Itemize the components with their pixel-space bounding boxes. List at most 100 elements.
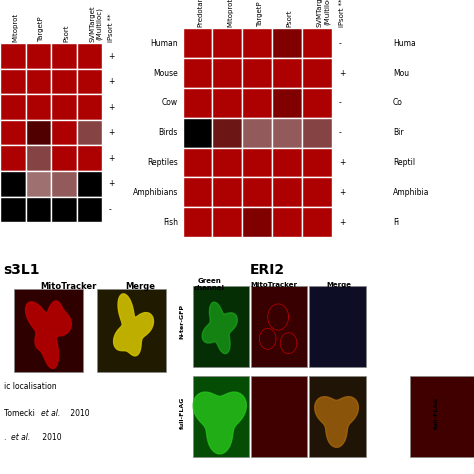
Bar — [251, 376, 307, 456]
Text: Cow: Cow — [162, 99, 178, 108]
Text: Merge: Merge — [126, 282, 155, 291]
Bar — [0, 44, 26, 69]
Bar — [77, 120, 102, 146]
Bar — [26, 44, 51, 69]
Bar — [51, 120, 77, 146]
Text: Mitoprot: Mitoprot — [13, 13, 19, 42]
Text: +: + — [339, 69, 346, 78]
Text: SVMTarget
(Multiloc): SVMTarget (Multiloc) — [317, 0, 330, 27]
Bar — [272, 118, 302, 147]
Text: et al.: et al. — [41, 409, 61, 418]
Bar — [302, 207, 331, 237]
Text: Mou: Mou — [393, 69, 409, 78]
Text: +: + — [339, 218, 346, 227]
Bar — [51, 69, 77, 94]
Bar — [302, 88, 331, 118]
Bar — [242, 88, 272, 118]
Bar — [26, 120, 51, 146]
Bar — [182, 88, 212, 118]
Bar — [0, 69, 26, 94]
Text: ERI2: ERI2 — [250, 263, 285, 276]
Text: +: + — [339, 188, 346, 197]
Text: Fi: Fi — [393, 218, 399, 227]
Bar — [182, 177, 212, 207]
Text: iPsort **: iPsort ** — [109, 14, 115, 42]
Polygon shape — [315, 397, 358, 447]
Text: Amphibians: Amphibians — [133, 188, 178, 197]
Text: 2010: 2010 — [68, 409, 90, 418]
Bar — [302, 147, 331, 177]
Text: +: + — [109, 128, 115, 137]
Text: MitoTracker: MitoTracker — [250, 282, 298, 288]
Text: iPsort **: iPsort ** — [339, 0, 345, 27]
Text: Birds: Birds — [159, 128, 178, 137]
Bar — [212, 118, 242, 147]
Bar — [51, 171, 77, 197]
Text: ic localisation: ic localisation — [4, 383, 56, 392]
Text: s3L1: s3L1 — [4, 263, 40, 276]
Bar — [302, 118, 331, 147]
Text: TargetP: TargetP — [38, 17, 44, 42]
Bar — [182, 58, 212, 88]
Bar — [212, 147, 242, 177]
Text: Amphibia: Amphibia — [393, 188, 429, 197]
Bar — [51, 94, 77, 120]
Polygon shape — [26, 301, 72, 368]
Bar — [212, 177, 242, 207]
Bar — [272, 147, 302, 177]
Text: Mitoprot: Mitoprot — [227, 0, 233, 27]
Text: Predotar: Predotar — [198, 0, 203, 27]
Bar — [51, 44, 77, 69]
Bar — [251, 286, 307, 367]
Bar — [272, 207, 302, 237]
Text: Fish: Fish — [163, 218, 178, 227]
Bar — [26, 171, 51, 197]
Text: +: + — [109, 77, 115, 86]
Bar — [302, 177, 331, 207]
Text: SVMTarget
(Multiloc): SVMTarget (Multiloc) — [89, 6, 103, 42]
Bar — [242, 58, 272, 88]
Text: -: - — [339, 99, 342, 108]
Bar — [182, 28, 212, 58]
Bar — [192, 286, 249, 367]
Bar — [182, 147, 212, 177]
Bar — [26, 94, 51, 120]
Polygon shape — [114, 294, 154, 356]
Text: .: . — [4, 433, 9, 442]
Text: Bir: Bir — [393, 128, 403, 137]
Bar — [77, 94, 102, 120]
Bar — [77, 171, 102, 197]
Bar — [192, 376, 249, 456]
Bar — [410, 376, 474, 456]
Text: +: + — [339, 158, 346, 167]
Text: Psort: Psort — [287, 9, 293, 27]
Bar — [77, 44, 102, 69]
Bar — [272, 28, 302, 58]
Bar — [272, 88, 302, 118]
Text: -: - — [339, 39, 342, 48]
Text: -: - — [339, 128, 342, 137]
Bar — [242, 177, 272, 207]
Text: -: - — [109, 205, 111, 214]
Bar — [0, 146, 26, 171]
Text: N-ter-GFP: N-ter-GFP — [180, 304, 185, 339]
Bar — [0, 171, 26, 197]
Bar — [302, 58, 331, 88]
Bar — [26, 146, 51, 171]
Bar — [272, 177, 302, 207]
Text: MitoTracker: MitoTracker — [40, 282, 97, 291]
Text: Co: Co — [393, 99, 403, 108]
Text: et al.: et al. — [11, 433, 30, 442]
Bar — [212, 58, 242, 88]
Bar — [97, 289, 166, 372]
Bar — [272, 58, 302, 88]
Bar — [242, 118, 272, 147]
Bar — [212, 207, 242, 237]
Bar — [182, 118, 212, 147]
Bar — [310, 286, 366, 367]
Bar — [77, 146, 102, 171]
Text: 2010: 2010 — [40, 433, 61, 442]
Bar — [0, 197, 26, 222]
Text: Merge: Merge — [326, 282, 351, 288]
Text: +: + — [109, 179, 115, 188]
